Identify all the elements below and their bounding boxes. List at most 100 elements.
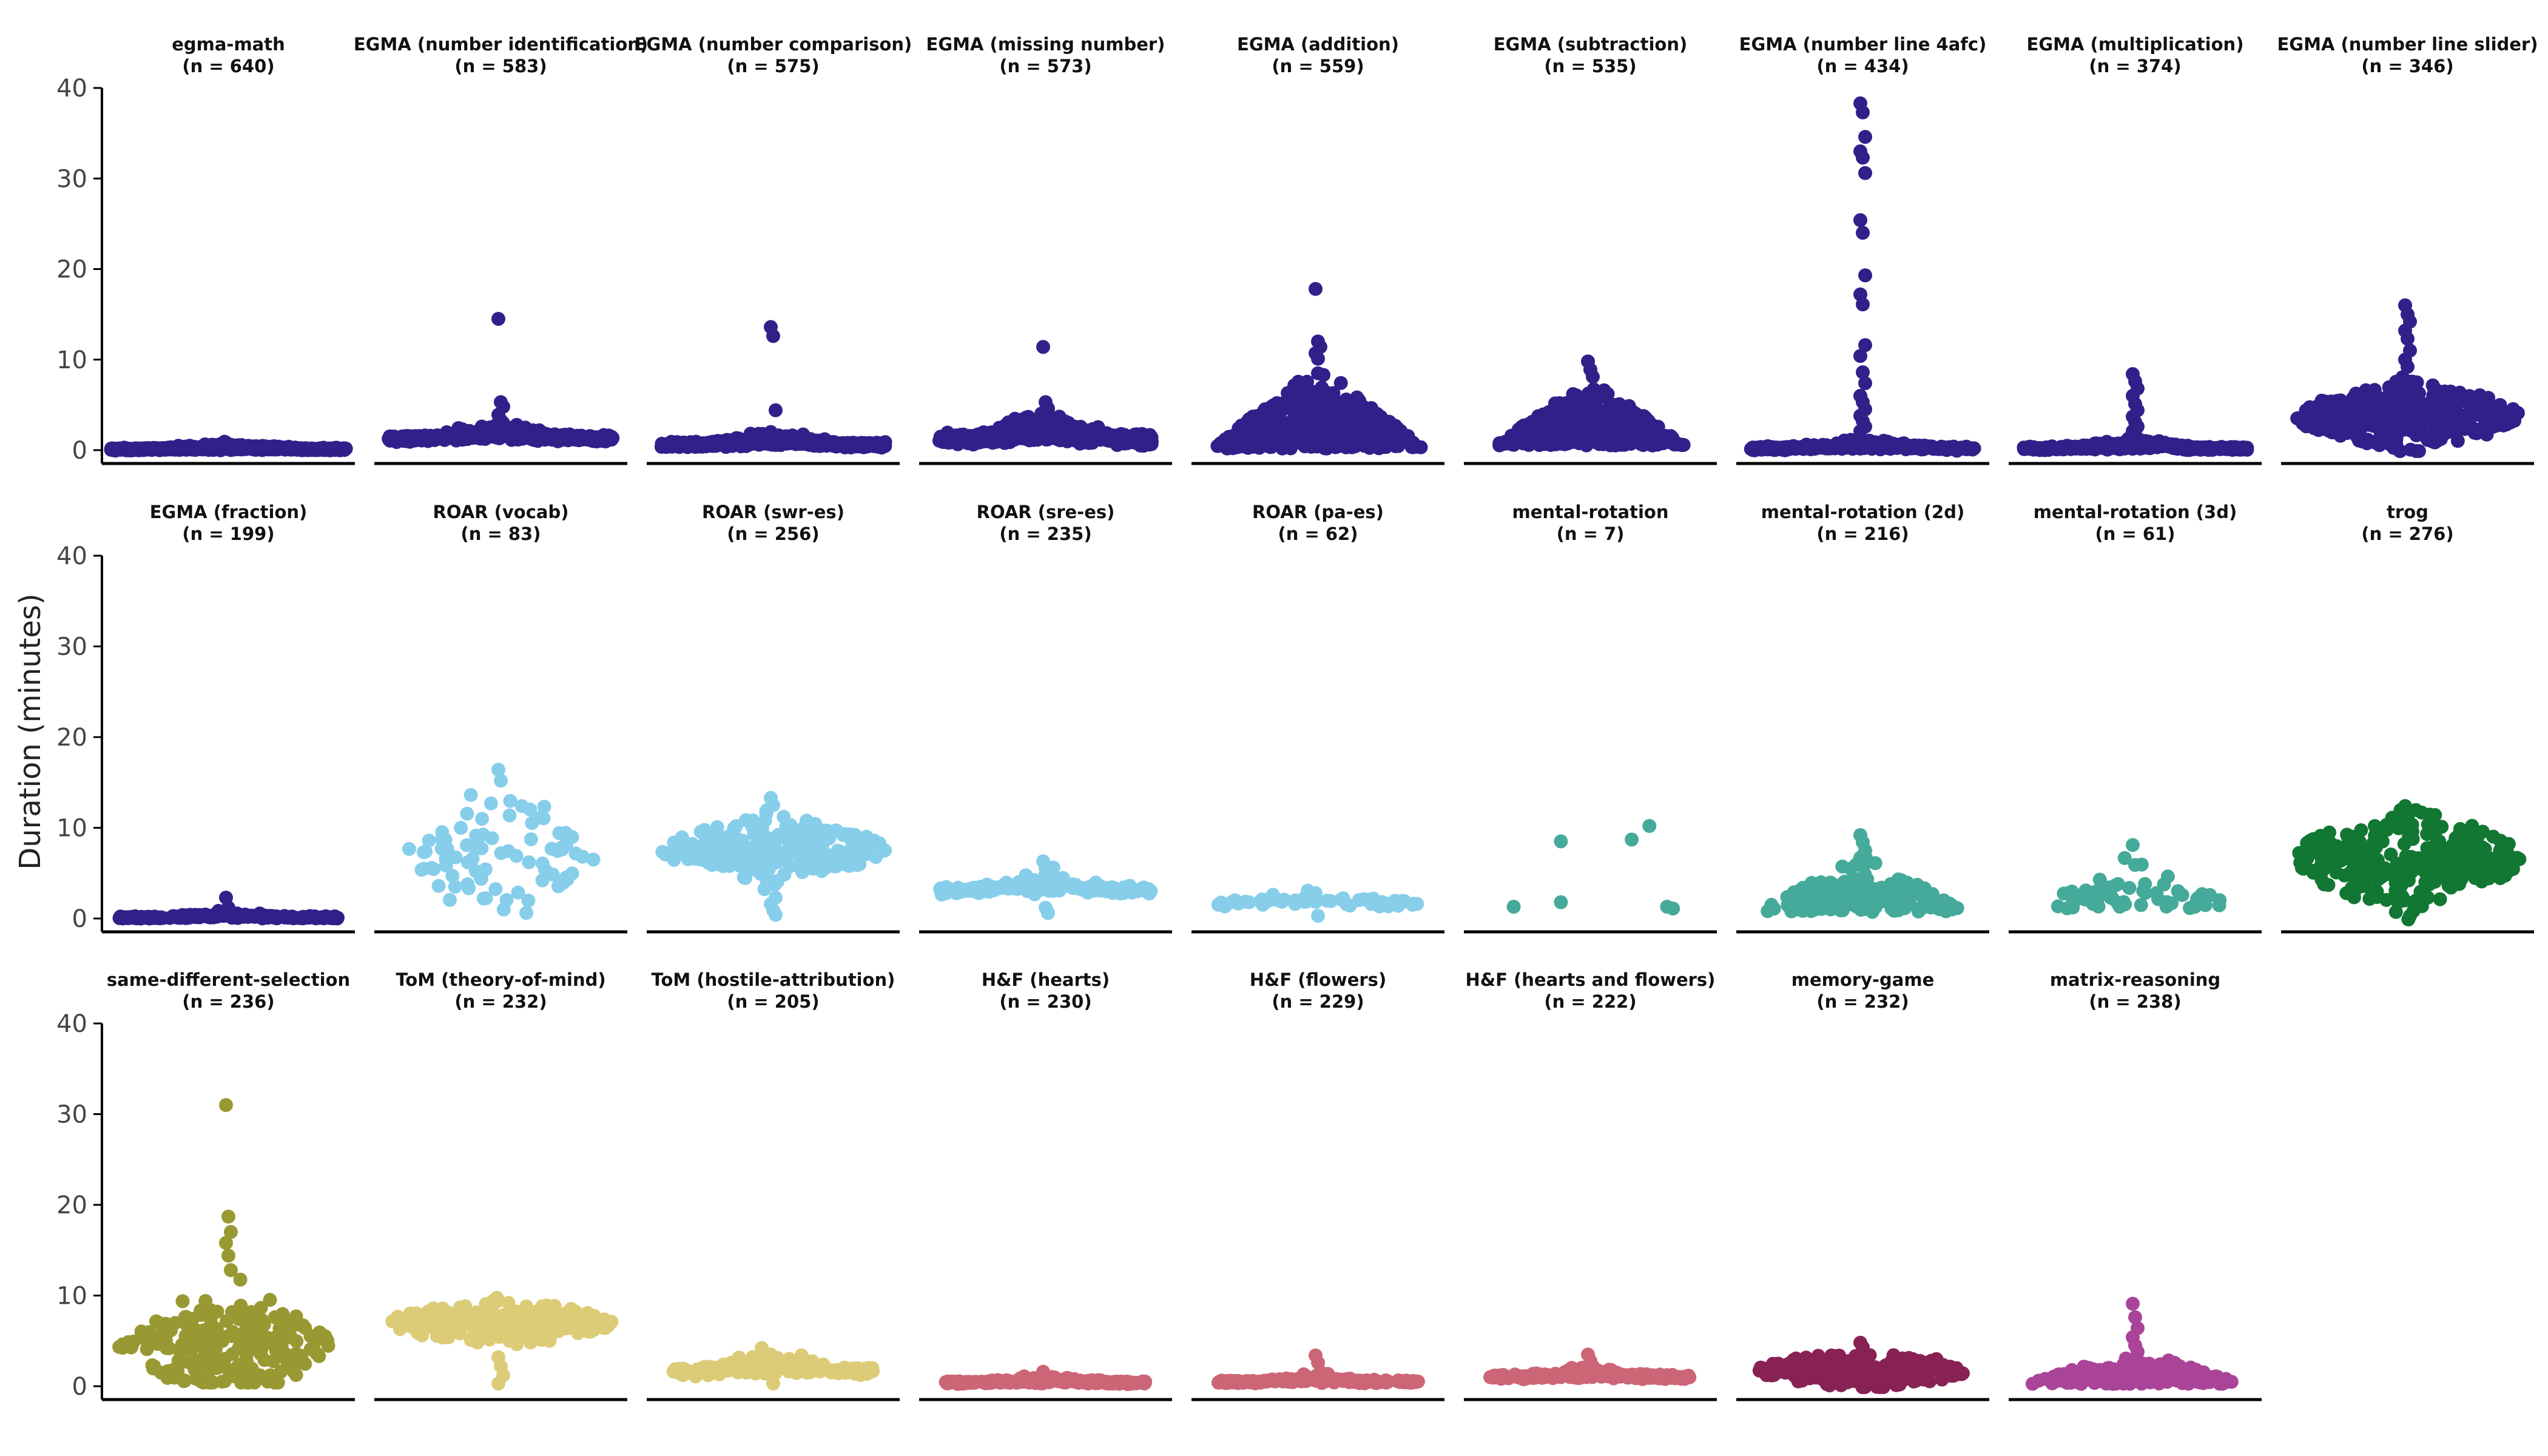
data-point <box>1333 376 1348 390</box>
data-point <box>1560 410 1574 424</box>
data-point <box>318 909 333 923</box>
panel-title: EGMA (missing number) <box>926 34 1165 55</box>
panel-n-count: (n = 575) <box>727 56 819 76</box>
data-point <box>462 881 476 895</box>
data-point <box>1088 429 1102 443</box>
data-point <box>209 440 223 455</box>
data-point <box>262 442 276 457</box>
panel-3: EGMA (number comparison)(n = 575) <box>635 34 912 465</box>
y-tick-label: 0 <box>72 437 87 465</box>
data-point <box>414 863 429 877</box>
data-point <box>2412 411 2426 425</box>
data-point <box>445 869 460 883</box>
data-point <box>192 908 206 922</box>
panel-points <box>654 320 892 455</box>
data-point <box>1264 440 1279 454</box>
data-point <box>519 906 534 920</box>
data-point <box>2401 360 2415 374</box>
panel-n-count: (n = 573) <box>999 56 1091 76</box>
data-point <box>232 909 247 924</box>
y-tick-label: 40 <box>56 1010 87 1038</box>
data-point <box>2224 441 2239 456</box>
data-point <box>1853 213 1867 228</box>
data-point <box>1138 434 1153 448</box>
data-point <box>2438 396 2452 411</box>
data-point <box>2056 442 2071 457</box>
data-point <box>2149 440 2164 454</box>
data-point <box>320 442 334 457</box>
data-point <box>1019 418 1034 433</box>
panel-title: EGMA (number line slider) <box>2277 34 2538 55</box>
panel-title: egma-math <box>172 34 285 55</box>
data-point <box>769 403 783 417</box>
data-point <box>552 430 567 445</box>
panel-points <box>112 891 345 926</box>
data-point <box>2240 442 2254 457</box>
data-point <box>586 852 601 867</box>
panel-title: ROAR (vocab) <box>433 502 569 522</box>
data-point <box>1548 396 1562 411</box>
y-tick-label: 30 <box>56 165 87 193</box>
data-point <box>1311 351 1325 366</box>
panel-title: EGMA (number comparison) <box>635 34 912 55</box>
panel-n-count: (n = 583) <box>454 56 547 76</box>
y-tick-label: 30 <box>56 1101 87 1129</box>
panel-n-count: (n = 640) <box>182 56 274 76</box>
data-point <box>267 911 281 925</box>
data-point <box>2319 395 2334 410</box>
data-point <box>862 437 877 452</box>
data-point <box>1279 430 1293 445</box>
data-point <box>491 312 505 326</box>
data-point <box>605 431 619 445</box>
data-point <box>792 434 807 448</box>
data-point <box>1951 441 1966 456</box>
data-point <box>1822 440 1837 455</box>
data-point <box>1749 441 1764 456</box>
data-point <box>1546 436 1560 451</box>
data-point <box>1309 422 1323 436</box>
y-tick-label: 40 <box>56 75 87 103</box>
y-axis-label: Duration (minutes) <box>13 593 47 869</box>
data-point <box>167 909 181 923</box>
data-point <box>2072 440 2087 454</box>
data-point <box>1858 130 1872 144</box>
data-point <box>1512 433 1526 448</box>
data-point <box>1845 439 1859 454</box>
data-point <box>1270 396 1284 410</box>
data-point <box>2169 439 2184 453</box>
data-point <box>1064 428 1079 442</box>
panel-points <box>1492 354 1691 453</box>
data-point <box>552 826 567 840</box>
y-tick-label: 0 <box>72 1373 87 1401</box>
panel-points <box>104 434 353 458</box>
data-point <box>2094 439 2109 454</box>
data-point <box>1858 376 1872 391</box>
data-point <box>1348 429 1363 443</box>
data-point <box>956 434 971 449</box>
data-point <box>460 855 475 869</box>
data-point <box>1856 150 1870 165</box>
data-point <box>479 891 493 906</box>
panel-n-count: (n = 535) <box>1544 56 1636 76</box>
data-point <box>1036 340 1050 354</box>
panel-n-count: (n = 256) <box>727 524 819 544</box>
data-point <box>1329 432 1343 447</box>
data-point <box>1853 424 1867 439</box>
data-point <box>149 910 163 925</box>
data-point <box>565 830 579 844</box>
data-point <box>2469 422 2484 437</box>
y-tick-label: 20 <box>56 256 87 284</box>
panel-title: EGMA (subtraction) <box>1494 34 1687 55</box>
panel-points <box>2290 298 2525 458</box>
panel-points <box>655 790 892 922</box>
data-point <box>1569 388 1583 403</box>
data-point <box>1338 404 1353 419</box>
data-point <box>494 774 508 788</box>
data-point <box>1325 399 1340 414</box>
data-point <box>2317 422 2331 436</box>
y-tick-label: 20 <box>56 724 87 752</box>
data-point <box>460 806 474 821</box>
data-point <box>431 878 446 893</box>
